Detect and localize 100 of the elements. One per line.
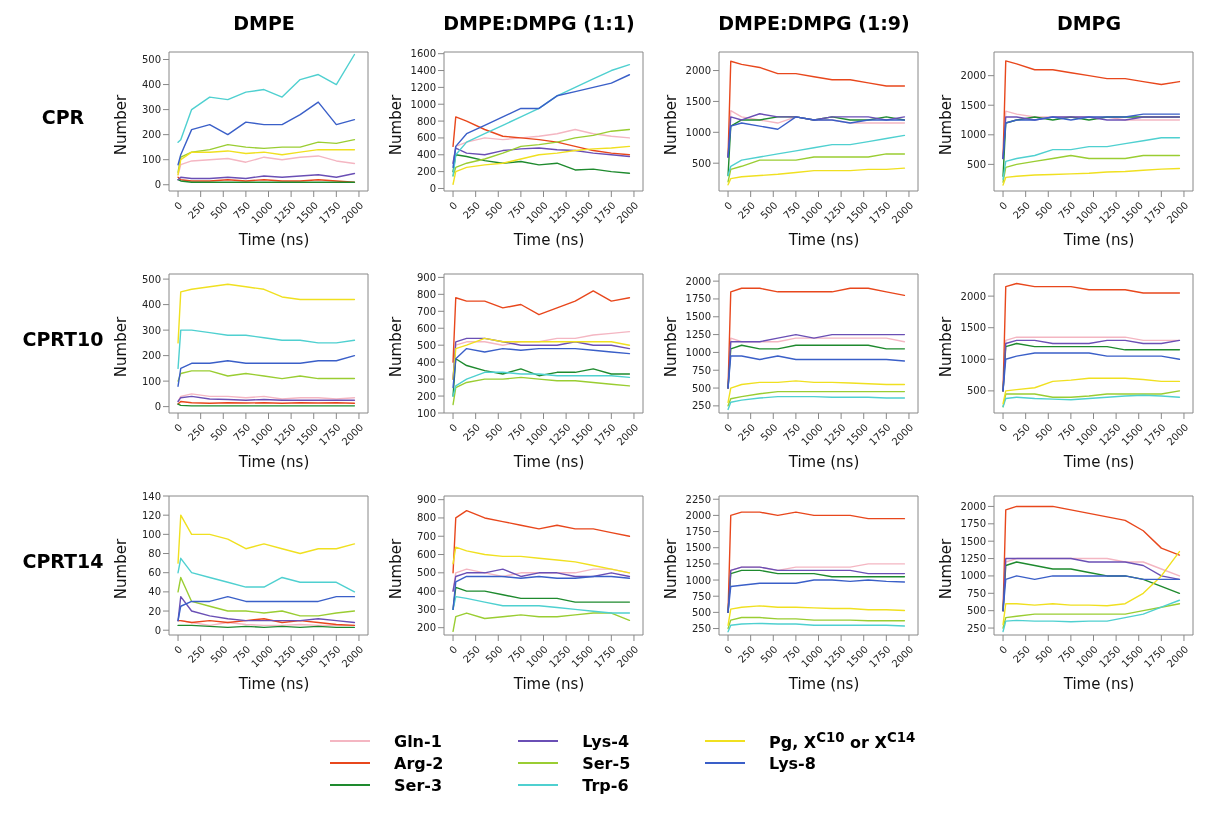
y-tick-label: 200: [416, 390, 436, 402]
line-series: [727, 622, 906, 633]
line-series: [452, 147, 631, 164]
chart-title: DMPG: [1055, 12, 1123, 34]
y-tick-label: 400: [141, 299, 161, 311]
y-tick-label: 500: [966, 385, 986, 397]
y-tick-label: 500: [966, 605, 986, 617]
y-tick-label: 1500: [685, 542, 711, 554]
y-tick-label: 500: [416, 339, 436, 351]
x-tick-label: 500: [483, 643, 505, 665]
y-tick-label: 0: [429, 183, 436, 195]
x-tick-label: 0: [722, 421, 735, 434]
y-tick-label: 300: [141, 104, 161, 116]
y-axis-title: Number: [662, 93, 680, 158]
x-tick-label: 500: [208, 421, 230, 443]
line-series: [452, 145, 631, 185]
y-tick-label: 500: [691, 157, 711, 169]
y-tick-label: 600: [416, 549, 436, 561]
y-tick-label: 1500: [960, 322, 986, 334]
chart-title: DMPE:DMPG (1:9): [717, 12, 911, 34]
y-tick-label: 1500: [960, 99, 986, 111]
y-tick-label: 1750: [685, 293, 711, 305]
line-series: [177, 148, 356, 176]
line-series: [452, 575, 631, 611]
line-series: [452, 347, 631, 389]
line-series: [177, 138, 356, 173]
line-series: [1002, 394, 1181, 408]
y-tick-label: 700: [416, 530, 436, 542]
y-tick-label: 120: [141, 509, 161, 521]
y-tick-label: 800: [416, 512, 436, 524]
line-series: [177, 557, 356, 593]
y-tick-label: 250: [691, 400, 711, 412]
x-tick-label: 0: [172, 421, 185, 434]
x-axis-title: Time (ns): [237, 453, 311, 471]
line-series: [727, 60, 906, 158]
x-tick-label: 0: [447, 421, 460, 434]
chart-title: DMPE: [232, 12, 296, 34]
line-series: [727, 579, 906, 614]
x-tick-label: 500: [483, 421, 505, 443]
x-tick-label: 0: [997, 643, 1010, 656]
x-axis-title: Time (ns): [512, 675, 586, 693]
x-tick-label: 0: [722, 199, 735, 212]
line-series: [452, 612, 631, 633]
y-axis-title: Number: [937, 537, 955, 602]
y-tick-label: 1500: [685, 95, 711, 107]
line-series: [452, 128, 631, 177]
line-series: [727, 380, 906, 404]
y-axis-title: Number: [112, 93, 130, 158]
y-tick-label: 1750: [960, 518, 986, 530]
line-series: [1002, 352, 1181, 392]
line-series: [452, 371, 631, 397]
line-series: [452, 568, 631, 592]
legend-label: Trp-6: [582, 775, 629, 795]
y-tick-label: 2000: [960, 290, 986, 302]
text: CPRT14: [21, 550, 105, 572]
y-tick-label: 1000: [685, 346, 711, 358]
y-tick-label: 500: [141, 54, 161, 66]
legend-label: Ser-5: [582, 753, 631, 773]
legend-label: Ser-3: [394, 775, 443, 795]
x-tick-label: 0: [172, 199, 185, 212]
y-tick-label: 1400: [410, 65, 436, 77]
y-tick-label: 1000: [960, 129, 986, 141]
x-axis-title: Time (ns): [237, 231, 311, 249]
y-tick-label: 100: [416, 407, 436, 419]
y-tick-label: 2000: [685, 275, 711, 287]
line-series: [177, 53, 356, 143]
line-series: [727, 167, 906, 186]
y-tick-label: 20: [148, 605, 161, 617]
x-tick-label: 250: [1010, 643, 1033, 665]
line-series: [1002, 550, 1181, 626]
y-tick-label: 1250: [960, 553, 986, 565]
line-series: [452, 509, 631, 574]
y-tick-label: 60: [148, 567, 161, 579]
legend-label: Arg-2: [394, 753, 444, 773]
line-series: [177, 370, 356, 382]
line-series: [177, 354, 356, 387]
line-series: [452, 63, 631, 177]
x-tick-label: 250: [185, 421, 208, 443]
y-tick-label: 100: [141, 375, 161, 387]
y-tick-label: 750: [691, 364, 711, 376]
x-axis-title: Time (ns): [787, 453, 861, 471]
y-tick-label: 250: [966, 622, 986, 634]
y-tick-label: 250: [691, 623, 711, 635]
line-series: [452, 154, 631, 175]
legend-label: Pg, X$^{C10}$ or X$^{C14}$: [769, 729, 916, 753]
y-tick-label: 500: [966, 158, 986, 170]
y-axis-title: Number: [662, 315, 680, 380]
y-tick-label: 300: [141, 324, 161, 336]
chart-title: DMPE:DMPG (1:1): [442, 12, 636, 34]
y-tick-label: 100: [141, 154, 161, 166]
y-axis-title: Number: [937, 315, 955, 380]
y-axis-title: Number: [662, 537, 680, 602]
x-tick-label: 250: [185, 199, 208, 221]
y-tick-label: 600: [416, 322, 436, 334]
y-tick-label: 200: [141, 350, 161, 362]
line-series: [452, 290, 631, 363]
y-tick-label: 500: [691, 606, 711, 618]
y-axis-title: Number: [112, 315, 130, 380]
line-series: [177, 172, 356, 181]
y-tick-label: 1750: [685, 526, 711, 538]
